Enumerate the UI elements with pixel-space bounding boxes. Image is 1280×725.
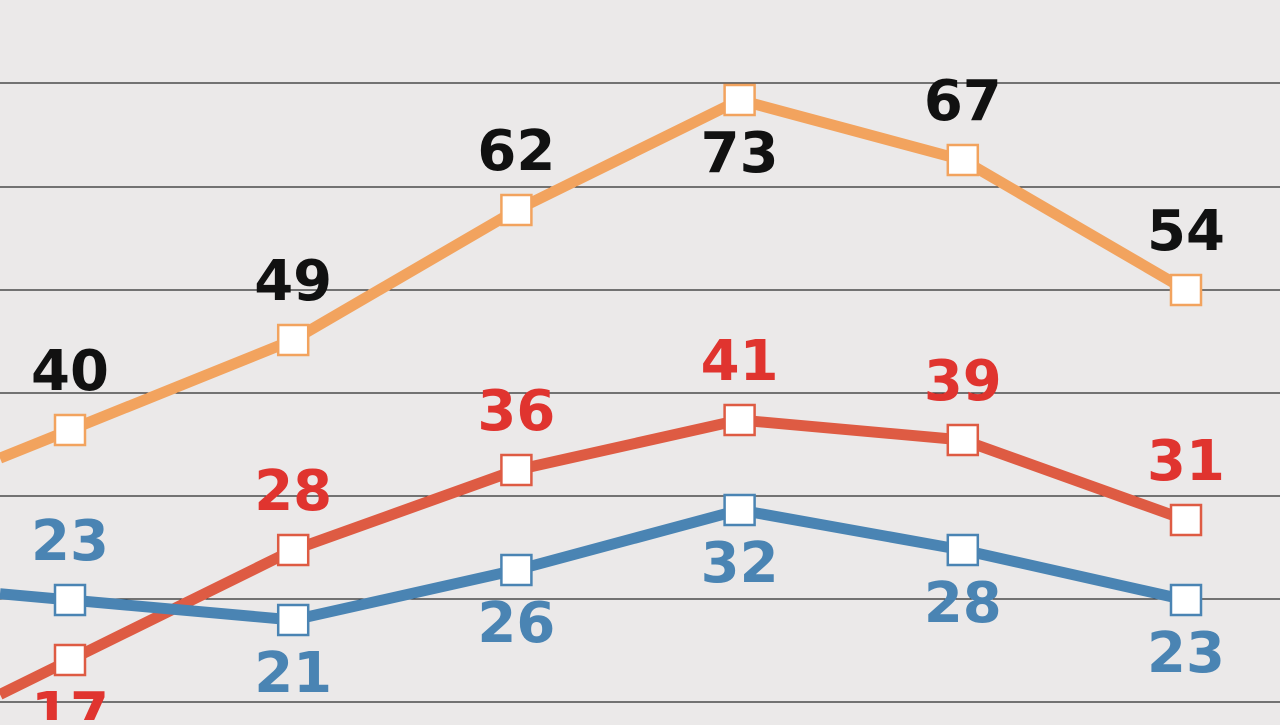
data-label-s1-5: 31 (1147, 429, 1225, 494)
data-point-s1-2 (500, 453, 533, 487)
data-label-s1-2: 36 (477, 379, 555, 444)
data-point-s0-1 (276, 323, 310, 357)
data-points (53, 83, 1203, 677)
data-point-s2-4 (946, 533, 980, 567)
data-point-s1-3 (723, 403, 756, 437)
data-point-s1-1 (276, 533, 310, 567)
data-point-s2-2 (500, 553, 533, 587)
data-point-s2-1 (276, 603, 310, 637)
data-label-s0-0: 40 (31, 339, 109, 404)
data-label-s0-2: 62 (477, 119, 555, 184)
data-point-s2-0 (53, 583, 87, 617)
data-label-s0-1: 49 (254, 249, 332, 314)
data-point-s2-3 (723, 493, 756, 527)
data-point-s1-4 (946, 423, 980, 457)
data-point-s0-0 (53, 413, 87, 447)
data-point-s1-0 (53, 643, 87, 677)
data-point-s0-5 (1169, 273, 1203, 307)
series-line-0 (0, 94, 1189, 464)
data-label-s2-0: 23 (31, 509, 109, 574)
data-label-s1-4: 39 (924, 349, 1002, 414)
data-label-s2-2: 26 (477, 591, 555, 656)
data-label-s1-0: 17 (31, 681, 109, 720)
data-label-s0-5: 54 (1147, 199, 1225, 264)
data-label-s2-4: 28 (924, 571, 1002, 636)
data-label-s0-3: 73 (701, 121, 779, 186)
data-labels: 40 49 62 73 67 54 17 28 36 41 39 31 23 21 26 32 28 23 (31, 69, 1225, 725)
data-label-s2-5: 23 (1147, 621, 1225, 686)
data-point-s0-3 (723, 83, 756, 117)
data-label-s1-3: 41 (701, 329, 779, 394)
gridlines (0, 82, 1280, 703)
data-point-s2-5 (1169, 583, 1203, 617)
data-point-s0-2 (500, 193, 533, 227)
data-point-s0-4 (946, 143, 980, 177)
data-label-s2-3: 32 (701, 531, 779, 596)
data-label-s2-1: 21 (254, 641, 332, 706)
data-label-s1-1: 28 (254, 459, 332, 524)
series-lines (0, 94, 1189, 700)
data-label-s0-4: 67 (924, 69, 1002, 134)
data-point-s1-5 (1169, 503, 1203, 537)
